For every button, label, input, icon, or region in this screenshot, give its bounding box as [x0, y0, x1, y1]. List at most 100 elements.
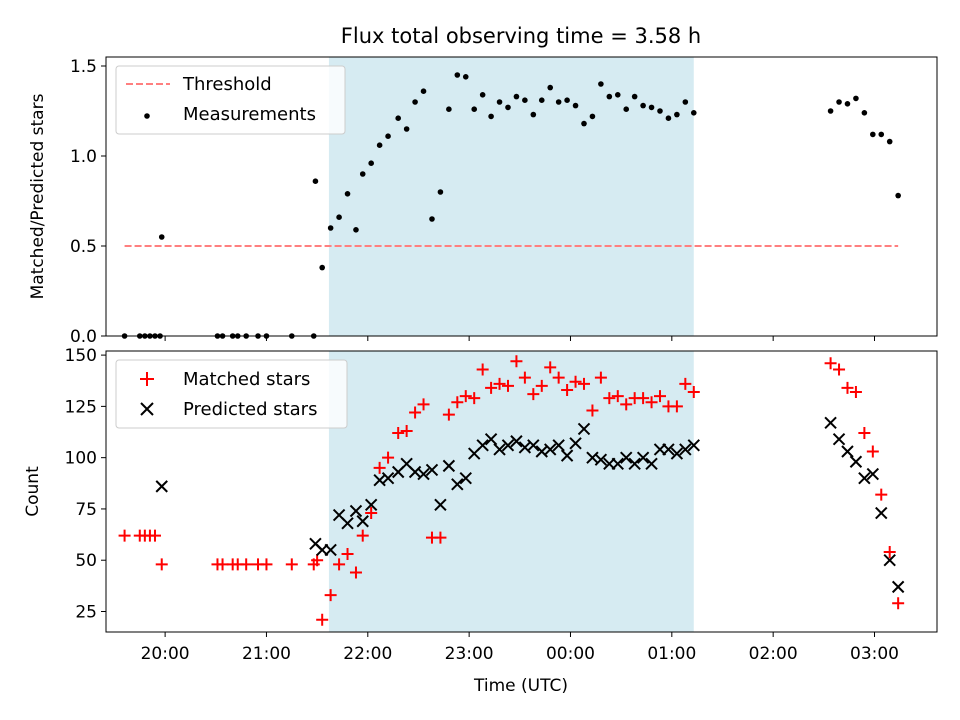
matched-star-point [493, 377, 506, 390]
predicted-star-point [577, 422, 591, 436]
predicted-star-point [636, 451, 650, 464]
legend-matched-label: Matched stars [183, 369, 310, 390]
matched-star-point [518, 371, 531, 384]
matched-star-point [849, 386, 862, 399]
predicted-star-point [417, 467, 430, 481]
measurement-point [385, 133, 391, 139]
predicted-star-point [356, 515, 369, 528]
predicted-star-point [476, 439, 489, 452]
measurement-point [648, 104, 655, 111]
measurement-point [522, 97, 528, 103]
predicted-star-point [349, 504, 363, 518]
measurement-point [674, 111, 680, 118]
measurement-point [412, 99, 418, 105]
bottom-ytick-label: 150 [65, 346, 97, 366]
measurement-point [598, 81, 604, 87]
matched-star-point [527, 388, 540, 401]
legend-measurements-swatch [144, 113, 150, 119]
predicted-star-point [569, 437, 582, 450]
bottom-xtick-label: 22:00 [343, 644, 392, 664]
matched-star-point [451, 396, 464, 409]
bottom-ytick-label: 100 [65, 449, 97, 469]
top-observing-span [328, 57, 694, 336]
matched-star-point [858, 427, 871, 440]
matched-star-point [577, 377, 590, 390]
matched-star-point [535, 379, 548, 392]
predicted-star-point [832, 432, 846, 446]
measurement-point [319, 264, 325, 271]
matched-star-point [260, 558, 273, 571]
measurement-point [359, 171, 366, 177]
measurement-point [446, 106, 452, 112]
measurement-point [403, 126, 410, 132]
measurement-point [327, 225, 334, 231]
predicted-star-point [493, 443, 506, 456]
matched-star-point [892, 597, 905, 610]
legend-threshold-label: Threshold [182, 74, 272, 95]
matched-star-point [324, 589, 337, 602]
legend-predicted-swatch [140, 402, 154, 416]
measurement-point [437, 189, 444, 195]
measurement-point [530, 111, 537, 118]
measurement-point [853, 95, 859, 102]
measurement-point [640, 102, 646, 109]
matched-star-point [148, 529, 161, 542]
measurement-point [895, 192, 901, 199]
measurement-point [870, 131, 876, 138]
matched-star-point [561, 383, 574, 396]
predicted-star-point [451, 478, 464, 491]
bottom-legend-box [115, 359, 348, 429]
matched-star-point [875, 488, 888, 501]
matched-star-point [365, 507, 378, 520]
predicted-star-point [883, 554, 896, 567]
predicted-star-point [552, 439, 565, 452]
predicted-star-point [620, 451, 633, 464]
bottom-xtick-label: 23:00 [445, 644, 494, 664]
predicted-star-point [841, 445, 854, 458]
bottom-xtick-label: 00:00 [546, 644, 595, 664]
top-ytick-label: 1.0 [70, 147, 97, 167]
predicted-star-marks [155, 416, 905, 594]
measurement-point [462, 74, 469, 80]
bottom-axes-frame [105, 350, 938, 633]
bottom-xtick-label: 20:00 [141, 644, 190, 664]
matched-star-point [216, 558, 229, 571]
matched-star-point [373, 461, 386, 474]
predicted-star-point [434, 498, 447, 512]
predicted-star-point [611, 457, 624, 471]
matched-star-point [687, 386, 700, 399]
matched-star-point [594, 371, 607, 384]
matched-star-point [841, 381, 854, 394]
measurement-point [420, 88, 427, 94]
predicted-star-point [875, 506, 888, 520]
top-legend-box [115, 65, 346, 135]
predicted-star-point [341, 517, 354, 530]
matched-star-point [417, 398, 430, 411]
predicted-star-point [824, 416, 837, 429]
measurement-point [690, 110, 697, 116]
measurement-point [827, 108, 834, 114]
legend-measurements-label: Measurements [183, 104, 316, 125]
measurement-point [623, 106, 630, 112]
matched-star-point [155, 558, 168, 571]
measurement-point [505, 104, 511, 111]
matched-star-point [603, 392, 616, 405]
matched-star-point [501, 379, 514, 392]
bottom-xtick-label: 21:00 [242, 644, 291, 664]
matched-star-point [866, 445, 879, 458]
matched-star-point [409, 406, 422, 419]
top-ytick-label: 0.0 [70, 327, 97, 347]
matched-star-point [883, 546, 896, 559]
measurement-point [631, 93, 638, 100]
measurement-point [589, 113, 596, 120]
matched-star-marks [118, 355, 905, 626]
bottom-y-axis-label: Count [23, 466, 43, 517]
bottom-y-ticks: 25 50 75 100 125 150 [65, 346, 106, 622]
predicted-star-point [670, 447, 684, 460]
measurement-point [538, 97, 545, 103]
measurement-point [454, 72, 461, 78]
top-x-ticks [164, 336, 876, 341]
measurement-point [861, 110, 868, 116]
predicted-star-point [425, 463, 439, 477]
